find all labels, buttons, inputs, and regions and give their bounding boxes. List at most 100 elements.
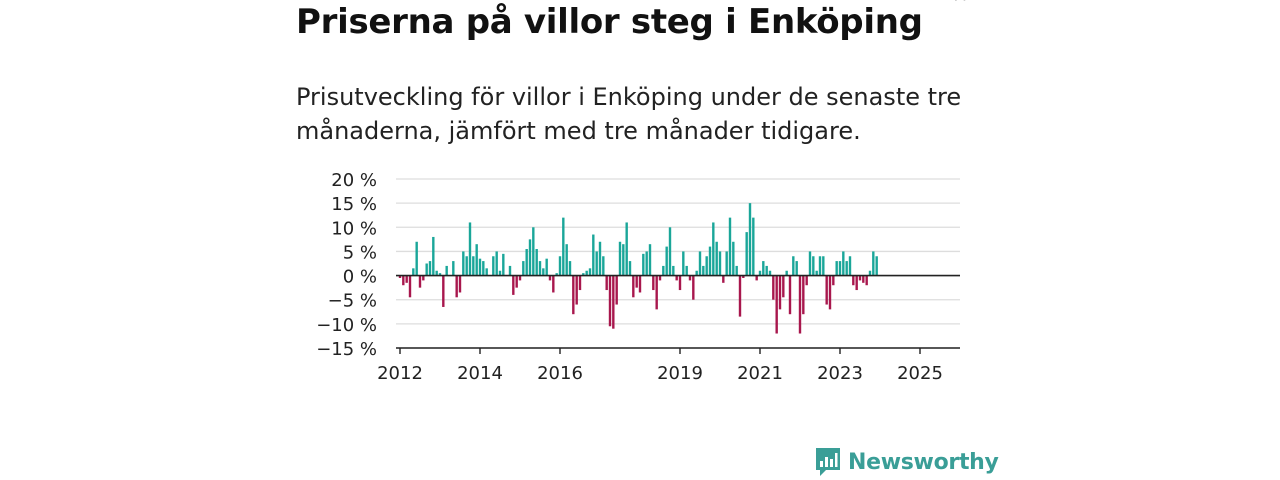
bar bbox=[575, 275, 578, 305]
bar bbox=[615, 275, 618, 305]
bar bbox=[848, 256, 852, 276]
bar bbox=[605, 275, 608, 291]
x-tick-label: 2016 bbox=[537, 363, 583, 384]
x-tick-label: 2012 bbox=[377, 363, 423, 384]
bar bbox=[702, 265, 705, 276]
bar bbox=[695, 270, 698, 276]
axes bbox=[396, 274, 960, 349]
bar bbox=[622, 244, 625, 276]
bar bbox=[792, 256, 795, 276]
bar bbox=[402, 275, 405, 286]
bar bbox=[765, 265, 768, 276]
bar bbox=[662, 265, 665, 276]
bar bbox=[602, 256, 605, 276]
y-tick-label: −5 % bbox=[328, 291, 377, 312]
bar bbox=[645, 251, 648, 276]
bar bbox=[685, 265, 688, 276]
bar bbox=[472, 256, 475, 276]
chart-subtitle: Prisutveckling för villor i Enköping und… bbox=[296, 83, 962, 145]
bar bbox=[415, 241, 418, 276]
bar bbox=[722, 275, 725, 283]
bar bbox=[728, 217, 732, 276]
bar bbox=[668, 227, 672, 276]
bar bbox=[718, 251, 722, 276]
bar bbox=[438, 273, 442, 276]
bar bbox=[542, 268, 545, 276]
bar bbox=[642, 253, 645, 276]
bar bbox=[842, 251, 845, 276]
bar bbox=[798, 275, 802, 334]
bar bbox=[478, 258, 482, 276]
bar bbox=[442, 275, 445, 307]
bar bbox=[635, 275, 638, 288]
bar bbox=[655, 275, 658, 310]
newsworthy-logo-icon bbox=[816, 448, 840, 476]
bar bbox=[422, 275, 425, 281]
bar bbox=[462, 251, 465, 276]
bar bbox=[708, 246, 712, 276]
bar bbox=[862, 275, 865, 283]
bar bbox=[762, 261, 765, 276]
bar bbox=[835, 261, 838, 276]
bar bbox=[445, 265, 448, 276]
y-tick-label: 5 % bbox=[343, 242, 377, 263]
bar bbox=[498, 270, 502, 276]
last-value-label: 4 % bbox=[934, 0, 968, 5]
bar bbox=[518, 275, 522, 281]
bar bbox=[755, 275, 758, 281]
bar bbox=[475, 244, 478, 276]
bar bbox=[682, 251, 685, 276]
bar bbox=[735, 265, 738, 276]
bar bbox=[628, 261, 632, 276]
bar bbox=[752, 217, 755, 276]
bar bbox=[705, 256, 708, 276]
bar bbox=[555, 273, 558, 276]
bar bbox=[732, 241, 735, 276]
bar bbox=[672, 265, 675, 276]
bar bbox=[712, 222, 715, 276]
bar bbox=[592, 234, 595, 276]
bar bbox=[855, 275, 858, 291]
chart-title: Priserna på villor steg i Enköping bbox=[296, 2, 923, 42]
bar bbox=[838, 261, 842, 276]
bar bbox=[658, 275, 662, 281]
bar bbox=[588, 268, 592, 276]
bar bbox=[595, 251, 598, 276]
bar bbox=[405, 275, 408, 283]
bar bbox=[612, 275, 615, 329]
bar bbox=[525, 249, 528, 276]
bar bbox=[568, 261, 572, 276]
bar bbox=[745, 232, 748, 276]
bar bbox=[775, 275, 778, 334]
bar bbox=[552, 275, 555, 293]
bar bbox=[828, 275, 832, 310]
x-tick-label: 2019 bbox=[657, 363, 703, 384]
bar bbox=[692, 275, 695, 300]
x-tick-label: 2021 bbox=[737, 363, 783, 384]
bar bbox=[808, 251, 812, 276]
y-tick-label: 0 % bbox=[343, 267, 377, 288]
bars bbox=[398, 203, 878, 334]
bar bbox=[512, 275, 515, 295]
bar bbox=[715, 241, 718, 276]
bar bbox=[578, 275, 582, 291]
x-tick-label: 2025 bbox=[897, 363, 943, 384]
bar bbox=[812, 256, 815, 276]
bar bbox=[648, 244, 652, 276]
bar bbox=[435, 270, 438, 276]
bar bbox=[758, 270, 762, 276]
bar bbox=[485, 268, 488, 276]
bar bbox=[585, 270, 588, 276]
bar bbox=[398, 275, 402, 278]
bar bbox=[625, 222, 628, 276]
x-tick-label: 2023 bbox=[817, 363, 863, 384]
bar bbox=[748, 203, 752, 276]
bar bbox=[875, 256, 878, 276]
bar bbox=[418, 275, 422, 288]
bar bbox=[638, 275, 642, 293]
bar bbox=[565, 244, 568, 276]
bar bbox=[665, 246, 668, 276]
bar bbox=[452, 261, 455, 276]
bar bbox=[822, 256, 825, 276]
bar bbox=[532, 227, 535, 276]
